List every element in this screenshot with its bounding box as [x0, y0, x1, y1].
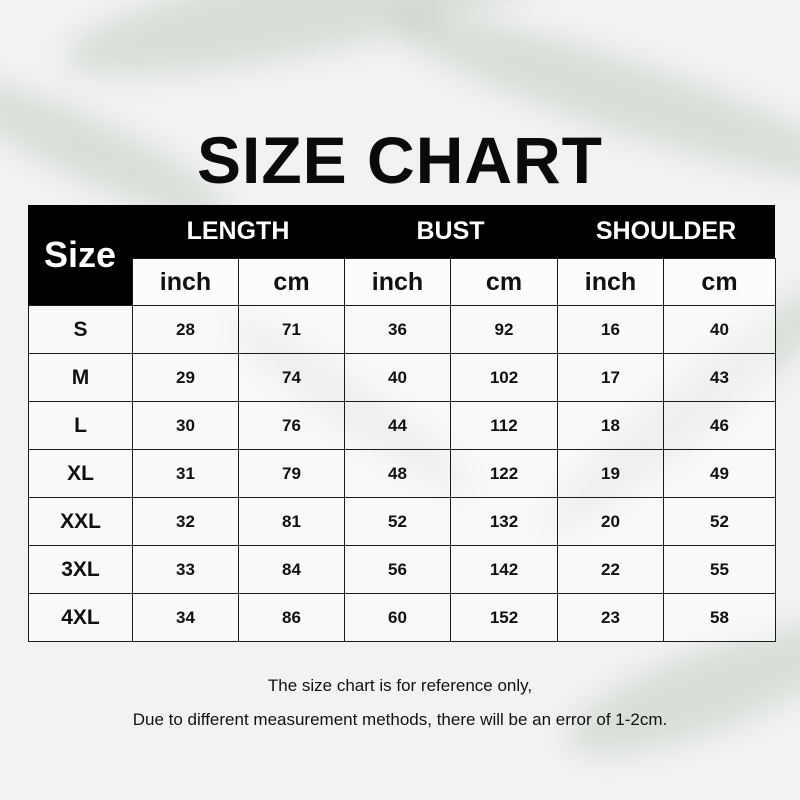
- table-cell: 60: [344, 593, 451, 642]
- table-cell: 20: [557, 497, 664, 546]
- table-cell: 56: [344, 545, 451, 594]
- table-cell: 28: [132, 305, 239, 354]
- table-cell: 52: [344, 497, 451, 546]
- unit-header: cm: [450, 258, 558, 306]
- table-cell: 17: [557, 353, 664, 402]
- unit-header: cm: [663, 258, 776, 306]
- table-cell: 32: [132, 497, 239, 546]
- table-cell: 33: [132, 545, 239, 594]
- unit-header: inch: [557, 258, 664, 306]
- size-table: Size LENGTH BUST SHOULDER inch cm inch cm inch cm…: [28, 205, 776, 643]
- size-label: 4XL: [28, 593, 133, 642]
- size-label: XL: [28, 449, 133, 498]
- table-cell: 16: [557, 305, 664, 354]
- size-label: L: [28, 401, 133, 450]
- table-cell: 43: [663, 353, 776, 402]
- table-cell: 52: [663, 497, 776, 546]
- size-header-bg: [28, 205, 132, 305]
- table-cell: 22: [557, 545, 664, 594]
- group-header: BUST: [416, 217, 485, 245]
- table-cell: 19: [557, 449, 664, 498]
- table-cell: 79: [238, 449, 345, 498]
- table-cell: 76: [238, 401, 345, 450]
- table-cell: 29: [132, 353, 239, 402]
- table-cell: 132: [450, 497, 558, 546]
- size-label: XXL: [28, 497, 133, 546]
- table-cell: 49: [663, 449, 776, 498]
- table-cell: 18: [557, 401, 664, 450]
- size-label: M: [28, 353, 133, 402]
- table-cell: 36: [344, 305, 451, 354]
- table-cell: 102: [450, 353, 558, 402]
- table-cell: 84: [238, 545, 345, 594]
- table-cell: 40: [344, 353, 451, 402]
- table-cell: 122: [450, 449, 558, 498]
- unit-header: inch: [344, 258, 451, 306]
- header-band: [28, 205, 775, 258]
- group-header: LENGTH: [186, 217, 290, 245]
- table-cell: 86: [238, 593, 345, 642]
- table-cell: 112: [450, 401, 558, 450]
- note-reference: The size chart is for reference only,: [267, 676, 533, 695]
- size-label: S: [28, 305, 133, 354]
- size-header: Size: [43, 234, 117, 275]
- note-error: Due to different measurement methods, th…: [132, 710, 668, 729]
- unit-header: cm: [238, 258, 345, 306]
- table-cell: 74: [238, 353, 345, 402]
- table-cell: 31: [132, 449, 239, 498]
- table-cell: 44: [344, 401, 451, 450]
- table-cell: 30: [132, 401, 239, 450]
- table-cell: 81: [238, 497, 345, 546]
- table-cell: 152: [450, 593, 558, 642]
- table-cell: 58: [663, 593, 776, 642]
- table-cell: 34: [132, 593, 239, 642]
- table-cell: 55: [663, 545, 776, 594]
- table-cell: 92: [450, 305, 558, 354]
- group-header: SHOULDER: [595, 217, 737, 245]
- table-cell: 46: [663, 401, 776, 450]
- unit-header: inch: [132, 258, 239, 306]
- table-cell: 142: [450, 545, 558, 594]
- table-cell: 71: [238, 305, 345, 354]
- table-cell: 40: [663, 305, 776, 354]
- table-cell: 23: [557, 593, 664, 642]
- table-cell: 48: [344, 449, 451, 498]
- page-title: SIZE CHART: [197, 123, 603, 197]
- size-label: 3XL: [28, 545, 133, 594]
